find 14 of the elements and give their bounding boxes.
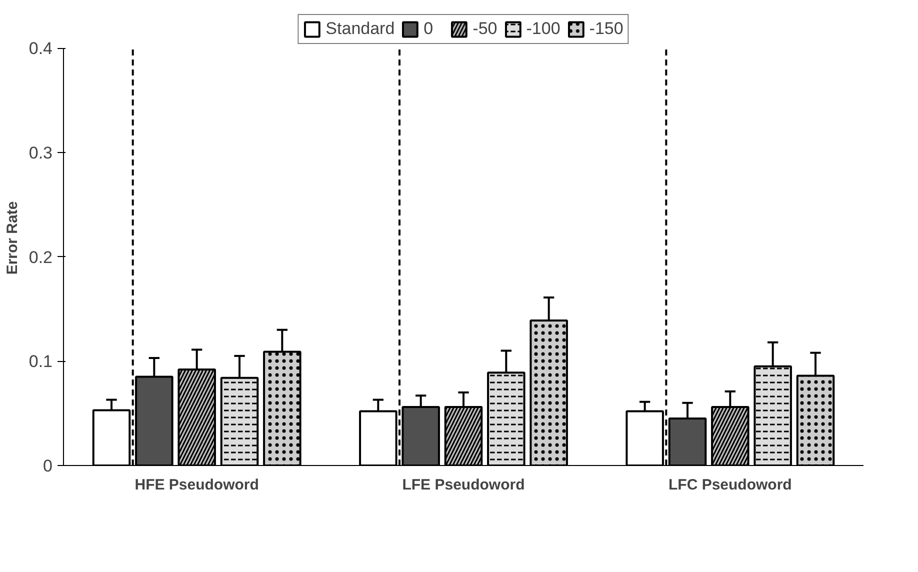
x-tick-label: HFE Pseudoword [134,476,259,494]
legend-label: -100 [526,19,560,39]
y-tick-label: 0 [43,456,53,476]
y-tick-label: 0.1 [28,352,53,372]
y-tick-label: 0.4 [28,39,53,58]
legend-label: Standard [326,19,395,39]
legend-label: -150 [589,19,624,39]
legend-label: 0 [424,19,434,39]
y-tick-label: 0.2 [28,248,53,267]
y-tick-label: 0.3 [28,143,53,162]
x-tick-label: LFE Pseudoword [402,476,525,494]
legend-label: -50 [472,19,498,39]
x-tick-label: LFC Pseudoword [668,476,792,494]
y-axis-title: Error Rate [4,201,21,275]
